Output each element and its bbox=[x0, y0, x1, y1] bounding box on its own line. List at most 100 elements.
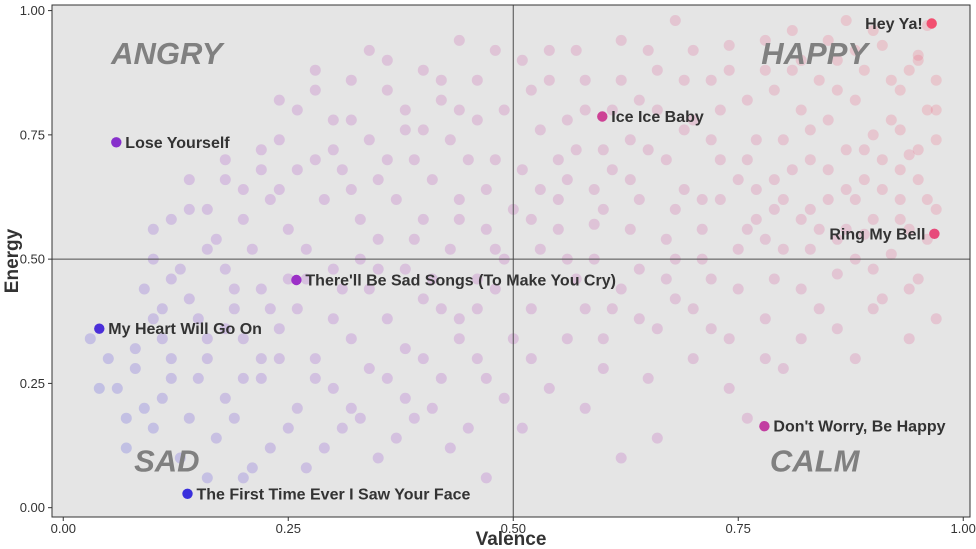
song-point bbox=[480, 184, 492, 195]
song-point bbox=[435, 74, 447, 86]
song-point bbox=[408, 412, 420, 424]
song-point bbox=[678, 124, 690, 136]
song-point bbox=[561, 333, 573, 345]
song-point bbox=[930, 104, 942, 116]
plot-background bbox=[52, 5, 970, 517]
y-axis-title: Energy bbox=[2, 228, 23, 293]
song-point bbox=[336, 283, 348, 295]
song-point bbox=[246, 462, 258, 474]
song-point bbox=[831, 84, 843, 96]
song-point bbox=[372, 452, 384, 464]
song-point bbox=[597, 144, 609, 156]
song-point bbox=[399, 124, 411, 136]
song-point bbox=[291, 164, 303, 176]
song-point bbox=[165, 372, 177, 384]
song-point bbox=[426, 402, 438, 414]
song-point bbox=[930, 74, 942, 86]
song-point bbox=[300, 462, 312, 474]
song-point bbox=[687, 303, 699, 315]
song-point bbox=[849, 194, 861, 205]
song-point bbox=[741, 223, 753, 235]
song-point bbox=[633, 194, 645, 205]
song-point bbox=[714, 194, 726, 205]
song-point bbox=[309, 154, 321, 166]
quadrant-label-calm: CALM bbox=[770, 444, 861, 479]
song-point bbox=[732, 174, 744, 186]
song-point bbox=[759, 34, 771, 46]
song-point bbox=[309, 353, 321, 365]
x-tick-label: 1.00 bbox=[951, 521, 976, 536]
song-point bbox=[525, 213, 537, 225]
y-tick-label: 0.00 bbox=[20, 500, 45, 515]
song-point bbox=[597, 333, 609, 345]
song-point bbox=[687, 114, 699, 126]
song-point bbox=[372, 174, 384, 186]
song-point bbox=[849, 353, 861, 365]
song-point bbox=[840, 223, 852, 235]
song-point bbox=[768, 84, 780, 96]
song-point bbox=[777, 194, 789, 205]
song-point bbox=[912, 54, 924, 66]
song-point bbox=[804, 154, 816, 166]
song-point bbox=[894, 194, 906, 205]
song-point bbox=[903, 223, 915, 235]
song-point bbox=[453, 213, 465, 225]
song-point bbox=[777, 134, 789, 146]
song-point bbox=[768, 203, 780, 215]
song-point bbox=[786, 164, 798, 176]
song-point bbox=[642, 372, 654, 384]
song-point bbox=[642, 144, 654, 156]
song-point bbox=[390, 194, 402, 205]
song-point bbox=[210, 432, 222, 444]
song-point bbox=[579, 303, 591, 315]
song-point bbox=[255, 372, 267, 384]
axes-layer: 0.00 0.25 0.50 0.75 1.00 0.00 0.25 0.50 0.75 1.00 bbox=[20, 3, 976, 536]
song-point bbox=[795, 104, 807, 116]
song-point bbox=[363, 283, 375, 295]
song-point bbox=[822, 114, 834, 126]
song-point bbox=[129, 363, 141, 374]
song-point bbox=[750, 184, 762, 195]
song-point bbox=[498, 104, 510, 116]
song-point bbox=[759, 233, 771, 245]
song-point bbox=[480, 372, 492, 384]
quadrant-label-happy: HAPPY bbox=[761, 36, 871, 71]
song-point bbox=[327, 144, 339, 156]
song-point bbox=[120, 412, 132, 424]
song-point bbox=[759, 313, 771, 325]
song-point bbox=[768, 273, 780, 285]
song-point bbox=[534, 243, 546, 255]
song-point bbox=[417, 124, 429, 136]
song-point bbox=[714, 104, 726, 116]
x-tick-label: 0.00 bbox=[51, 521, 76, 536]
song-point bbox=[201, 203, 213, 215]
song-point bbox=[381, 84, 393, 96]
song-point bbox=[651, 432, 663, 444]
song-point bbox=[381, 372, 393, 384]
song-point bbox=[606, 164, 618, 176]
song-point bbox=[453, 333, 465, 345]
song-point bbox=[876, 154, 888, 166]
song-point bbox=[273, 94, 285, 106]
song-point bbox=[858, 64, 870, 76]
song-point bbox=[606, 303, 618, 315]
x-axis-title: Valence bbox=[476, 529, 547, 549]
highlighted-song-label: The First Time Ever I Saw Your Face bbox=[197, 486, 471, 503]
song-point bbox=[543, 74, 555, 86]
y-tick-label: 0.25 bbox=[20, 376, 45, 391]
song-point bbox=[111, 382, 123, 394]
song-point bbox=[219, 154, 231, 166]
song-point bbox=[777, 243, 789, 255]
song-point bbox=[561, 114, 573, 126]
song-point bbox=[705, 74, 717, 86]
song-point bbox=[894, 164, 906, 176]
song-point bbox=[138, 402, 150, 414]
song-point bbox=[228, 412, 240, 424]
song-point bbox=[912, 144, 924, 156]
song-point bbox=[471, 353, 483, 365]
song-point bbox=[669, 293, 681, 305]
y-tick-label: 0.75 bbox=[20, 127, 45, 142]
song-point bbox=[390, 432, 402, 444]
song-point bbox=[237, 213, 249, 225]
song-point bbox=[858, 174, 870, 186]
